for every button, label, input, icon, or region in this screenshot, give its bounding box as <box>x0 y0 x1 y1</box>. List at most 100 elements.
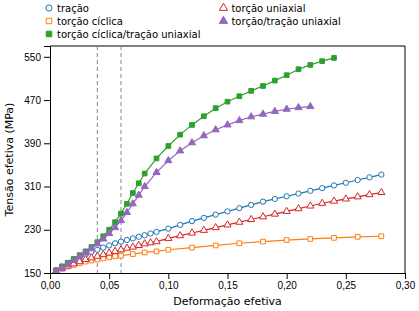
point <box>224 221 231 227</box>
y-axis: 150230310390470550 <box>24 47 50 279</box>
legend-entry: torção cíclica/tração uniaxial <box>46 29 200 40</box>
y-tick: 230 <box>24 224 50 235</box>
point <box>71 257 76 262</box>
series <box>54 234 384 273</box>
legend-symbol <box>219 3 227 10</box>
x-tick: 0,00 <box>41 273 61 291</box>
point <box>117 216 124 222</box>
y-tick-mark <box>44 273 50 274</box>
x-tick: 0,05 <box>100 273 120 291</box>
point <box>112 241 117 246</box>
x-tick: 0,20 <box>277 273 297 291</box>
point <box>319 199 326 205</box>
point <box>106 229 113 235</box>
point <box>129 200 136 206</box>
point <box>308 188 313 193</box>
y-tick-label: 230 <box>24 224 41 235</box>
x-tick: 0,25 <box>337 273 357 291</box>
point <box>136 234 141 239</box>
point <box>125 201 130 206</box>
y-tick-mark <box>44 143 50 144</box>
point <box>65 261 70 266</box>
point <box>154 229 159 234</box>
series-line <box>56 175 381 271</box>
series <box>52 188 385 273</box>
x-tick-mark <box>168 273 169 279</box>
y-tick: 550 <box>24 52 50 63</box>
point <box>58 264 65 270</box>
point <box>261 84 266 89</box>
point <box>124 237 129 242</box>
point <box>332 56 337 61</box>
y-tick-label: 550 <box>24 52 41 63</box>
legend-entry: tração <box>46 3 89 14</box>
point <box>94 252 101 258</box>
series <box>53 172 384 273</box>
point <box>296 67 301 72</box>
point <box>142 233 147 238</box>
legend-label: torção/tração uniaxial <box>231 16 340 27</box>
point <box>201 114 206 119</box>
point <box>142 171 147 176</box>
frame-right <box>405 46 406 273</box>
y-tick-mark <box>44 187 50 188</box>
y-tick-mark <box>44 230 50 231</box>
point <box>177 147 184 153</box>
point <box>212 223 219 229</box>
x-tick-label: 0,00 <box>41 280 61 291</box>
point <box>283 207 290 213</box>
x-tick-label: 0,10 <box>159 280 179 291</box>
point <box>112 223 119 229</box>
frame-top <box>50 46 405 47</box>
point <box>367 175 372 180</box>
x-tick-label: 0,05 <box>100 280 120 291</box>
point <box>295 103 302 109</box>
series <box>52 102 314 273</box>
point <box>284 238 289 243</box>
point <box>200 132 207 138</box>
x-tick-mark <box>346 273 347 279</box>
series-line <box>56 192 381 271</box>
point <box>259 110 266 116</box>
plot-area: 0,000,050,100,150,200,250,30150230310390… <box>24 46 415 291</box>
y-tick: 390 <box>24 138 50 149</box>
point <box>165 156 172 162</box>
point <box>249 89 254 94</box>
point <box>284 73 289 78</box>
point <box>117 246 124 252</box>
point <box>271 210 278 216</box>
x-tick-mark <box>405 273 406 279</box>
point <box>135 241 142 247</box>
point <box>154 249 159 254</box>
point <box>308 63 313 68</box>
point <box>248 113 255 119</box>
legend-entry: torção cíclica <box>46 16 123 27</box>
point <box>106 249 113 255</box>
point <box>166 144 171 149</box>
point <box>130 252 135 257</box>
point <box>154 156 159 161</box>
point <box>119 211 124 216</box>
legend-label: torção cíclica <box>57 16 123 27</box>
point <box>178 222 183 227</box>
series-line <box>56 107 310 272</box>
point <box>307 102 314 108</box>
point <box>107 255 112 260</box>
point <box>64 260 71 266</box>
y-tick-label: 310 <box>24 181 41 192</box>
y-axis-line <box>44 47 51 274</box>
point <box>112 247 119 253</box>
x-tick-label: 0,20 <box>277 280 297 291</box>
point <box>123 208 130 214</box>
point <box>190 245 195 250</box>
chart-svg: 0,000,050,100,150,200,250,30150230310390… <box>0 0 419 311</box>
point <box>165 234 172 240</box>
legend-label: tração <box>57 3 89 14</box>
point <box>272 78 277 83</box>
x-axis: 0,000,050,100,150,200,250,30 <box>41 273 416 291</box>
series-line <box>56 58 334 270</box>
point <box>135 191 142 197</box>
point <box>113 254 118 259</box>
legend-symbol <box>46 5 52 11</box>
x-tick-label: 0,15 <box>218 280 238 291</box>
